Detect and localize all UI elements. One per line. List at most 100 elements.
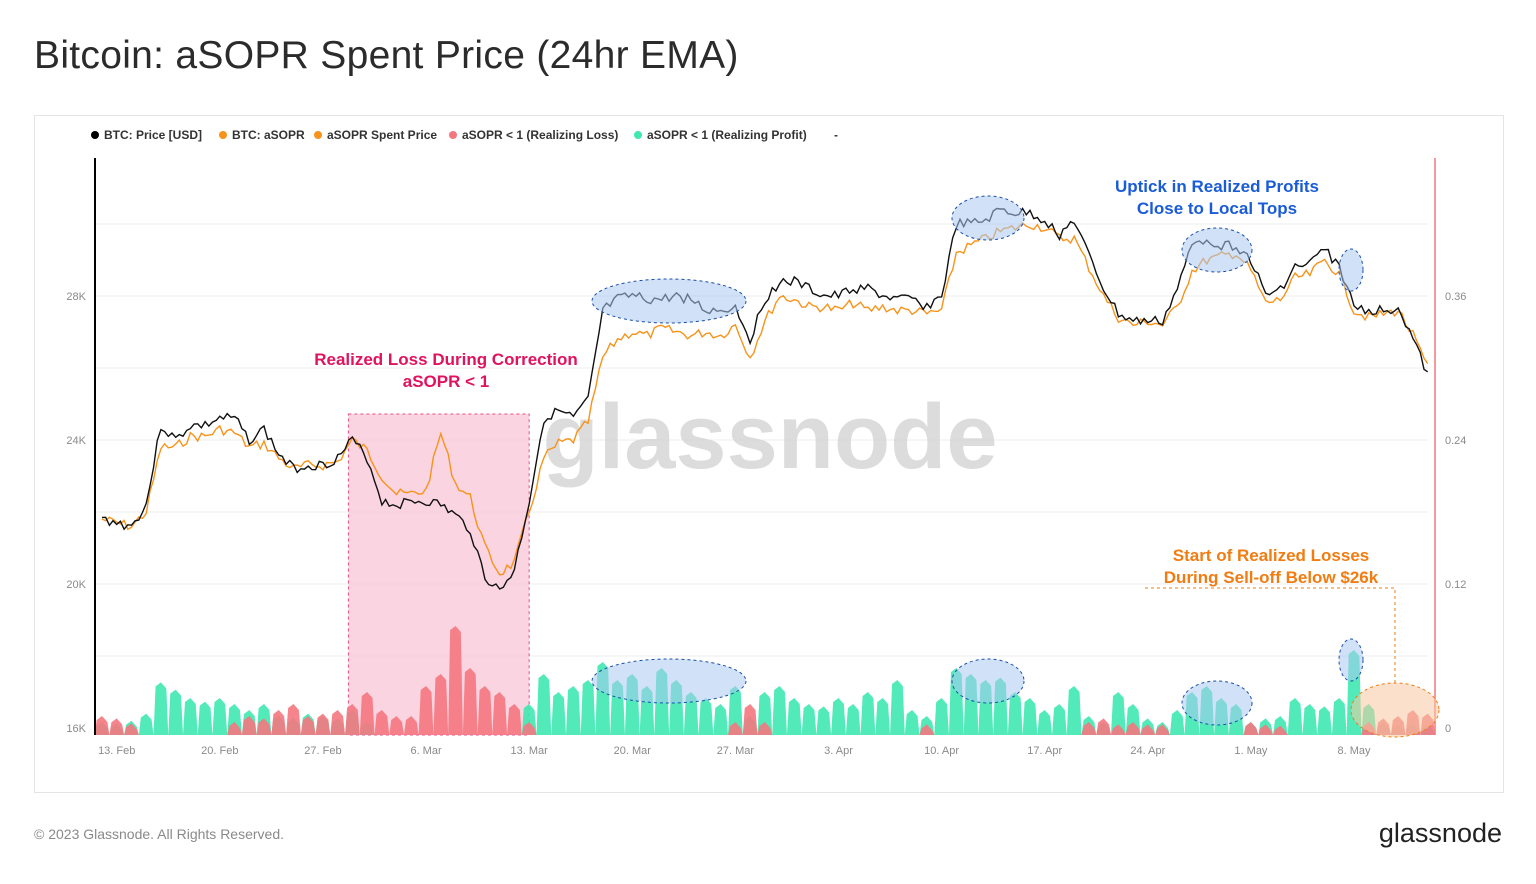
watermark: glassnode — [542, 386, 997, 488]
loss-bar — [1155, 724, 1170, 735]
brand-logo: glassnode — [1378, 818, 1502, 848]
x-tick: 20. Feb — [201, 745, 238, 757]
loss-bar — [227, 722, 242, 735]
loss-bar — [477, 686, 493, 735]
legend-marker — [91, 131, 99, 139]
legend-marker — [449, 131, 457, 139]
ellipse-late-apr-profit — [1181, 680, 1253, 726]
profit-bar — [816, 706, 832, 735]
profit-bar — [565, 686, 581, 735]
profit-bar — [786, 698, 802, 735]
profit-bar — [772, 686, 787, 735]
legend-item[interactable]: aSOPR Spent Price — [327, 128, 437, 142]
gridlines — [95, 223, 1428, 657]
profit-bar — [1022, 698, 1038, 735]
profit-bar — [551, 692, 566, 735]
ellipse-may-top — [1338, 248, 1364, 292]
loss-bar — [521, 722, 537, 735]
profit-bar — [904, 710, 920, 735]
profit-bar — [728, 686, 743, 735]
loss-bar — [315, 713, 331, 735]
loss-bar — [507, 704, 522, 735]
loss-bar — [418, 686, 434, 735]
legend-item[interactable]: - — [834, 128, 838, 142]
y-left-tick: 28K — [66, 291, 86, 303]
loss-bar — [124, 723, 139, 735]
x-tick: 20. Mar — [614, 745, 652, 757]
loss-bar — [1081, 722, 1097, 735]
loss-bar — [919, 724, 935, 735]
profit-bar — [153, 682, 169, 735]
page-title: Bitcoin: aSOPR Spent Price (24hr EMA) — [34, 34, 739, 77]
profit-bar — [831, 698, 846, 735]
x-tick: 6. Mar — [410, 745, 442, 757]
profit-bar — [1331, 698, 1347, 735]
annotation-profit-line1: Uptick in Realized Profits — [1115, 177, 1319, 196]
profit-bar — [757, 692, 773, 735]
profit-bar — [1111, 692, 1126, 735]
loss-bar — [1111, 724, 1126, 735]
loss-bar — [330, 710, 346, 735]
loss-bar — [1243, 722, 1259, 735]
profit-bar — [536, 674, 552, 735]
loss-bar — [1258, 724, 1274, 735]
x-tick: 3. Apr — [824, 745, 853, 757]
profit-bar — [860, 692, 876, 735]
legend-marker — [634, 131, 642, 139]
loss-bar — [728, 722, 743, 735]
legend-marker — [219, 131, 227, 139]
profit-bar — [580, 680, 596, 735]
loss-bar — [1273, 725, 1288, 735]
annotation-leader-line — [1145, 587, 1396, 683]
profit-bar — [1052, 704, 1067, 735]
x-tick: 24. Apr — [1130, 745, 1165, 757]
y-right-tick: 0 — [1445, 723, 1451, 735]
loss-bar — [345, 704, 360, 735]
y-left-tick: 24K — [66, 435, 86, 447]
ellipse-late-apr-top — [1181, 227, 1253, 273]
loss-bar — [462, 668, 478, 735]
y-right-tick: 0.12 — [1445, 579, 1466, 591]
profit-bar — [183, 698, 198, 735]
annotation-loss-line1: Realized Loss During Correction — [314, 350, 578, 369]
x-tick: 13. Feb — [98, 745, 135, 757]
loss-bar — [1096, 718, 1112, 735]
profit-bar — [845, 704, 861, 735]
profit-bar — [197, 701, 213, 735]
profit-bar — [1169, 710, 1185, 735]
profit-bar — [1317, 706, 1332, 735]
legend-item[interactable]: BTC: aSOPR — [232, 128, 305, 142]
chart-card — [34, 115, 1504, 793]
y-right-tick: 0.36 — [1445, 291, 1466, 303]
annotation-ellipses — [591, 195, 1364, 726]
profit-bar — [1066, 686, 1082, 735]
ellipse-may-profit — [1338, 638, 1364, 682]
x-axis-ticks: 13. Feb 20. Feb 27. Feb 6. Mar 13. Mar 20. Ma… — [98, 745, 1371, 757]
legend-marker — [314, 131, 322, 139]
legend-item[interactable]: aSOPR < 1 (Realizing Loss) — [462, 128, 618, 142]
x-tick: 1. May — [1234, 745, 1268, 757]
profit-bar — [801, 704, 817, 735]
annotation-selloff-line1: Start of Realized Losses — [1173, 546, 1370, 565]
annotation-selloff-line2: During Sell-off Below $26k — [1164, 568, 1379, 587]
loss-bar — [1140, 724, 1156, 735]
legend-item[interactable]: aSOPR < 1 (Realizing Profit) — [647, 128, 807, 142]
profit-bar — [698, 698, 714, 735]
loss-bar — [757, 722, 773, 735]
profit-bar — [168, 689, 184, 735]
x-tick: 10. Apr — [924, 745, 959, 757]
ellipse-mar-top — [591, 278, 747, 324]
profit-bar — [890, 680, 905, 735]
loss-bar — [742, 704, 758, 735]
loss-bar — [109, 718, 125, 735]
profit-bar — [934, 698, 949, 735]
loss-bar — [94, 716, 110, 735]
legend-item[interactable]: BTC: Price [USD] — [104, 128, 202, 142]
profit-bar — [1302, 704, 1318, 735]
annotation-profit-line2: Close to Local Tops — [1137, 199, 1297, 218]
x-tick: 13. Mar — [511, 745, 549, 757]
profit-bar — [713, 704, 729, 735]
loss-bar — [403, 716, 419, 735]
loss-bar — [433, 674, 449, 735]
